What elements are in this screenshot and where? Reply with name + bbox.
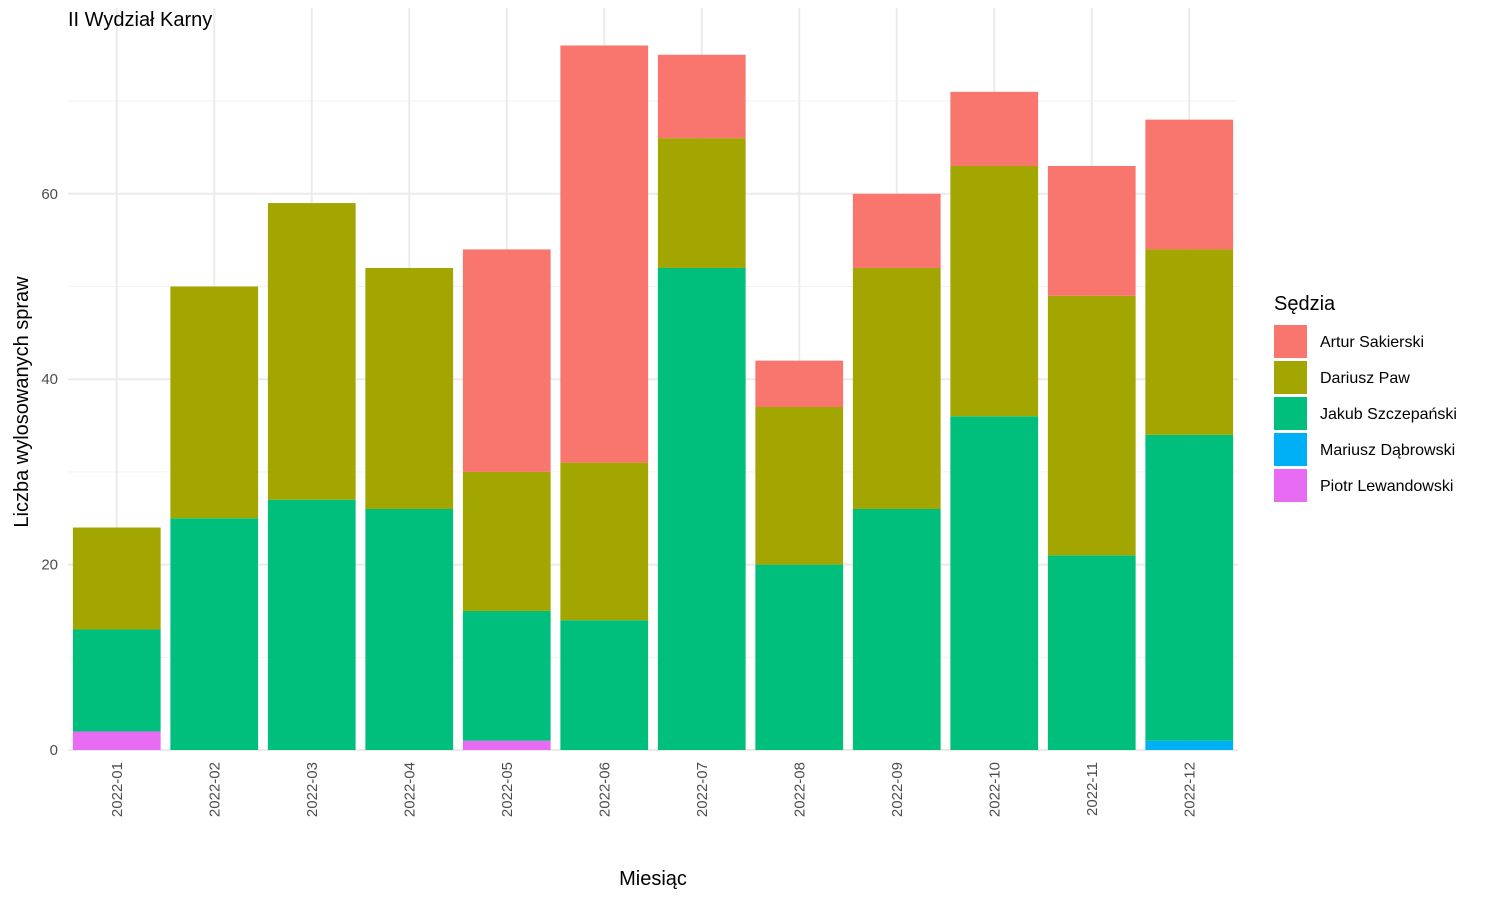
legend-swatch — [1274, 397, 1307, 430]
x-tick-label: 2022-04 — [401, 762, 418, 817]
bar-segment — [950, 165, 1039, 417]
bar-segment — [950, 91, 1039, 166]
x-tick-label: 2022-06 — [596, 762, 613, 817]
legend-swatch — [1274, 469, 1307, 502]
legend-label: Mariusz Dąbrowski — [1320, 442, 1455, 459]
bar-segment — [462, 249, 551, 472]
x-tick-label: 2022-09 — [889, 762, 906, 817]
bar-segment — [462, 610, 551, 741]
x-tick-label: 2022-05 — [499, 762, 516, 817]
bar-segment — [462, 740, 551, 750]
x-tick-label: 2022-07 — [694, 762, 711, 817]
bar-segment — [657, 267, 746, 750]
y-axis-ticks: 0 20 40 60 — [41, 186, 58, 759]
x-tick-label: 2022-11 — [1084, 762, 1101, 816]
legend-title: Sędzia — [1274, 293, 1336, 315]
bar-segment — [1047, 165, 1136, 296]
x-tick-label: 2022-02 — [206, 762, 223, 817]
bar-segment — [1047, 555, 1136, 750]
bar-segment — [755, 360, 844, 408]
x-axis-ticks: 2022-01 2022-02 2022-03 2022-04 2022-05 2022-… — [109, 762, 1199, 817]
x-tick-label: 2022-01 — [109, 762, 126, 817]
legend-swatch — [1274, 325, 1307, 358]
y-tick-label: 40 — [41, 371, 58, 388]
legend-label: Artur Sakierski — [1320, 334, 1424, 351]
bar-segment — [755, 564, 844, 750]
legend-swatch — [1274, 361, 1307, 394]
y-tick-label: 0 — [50, 742, 58, 759]
bar-segment — [950, 416, 1039, 750]
x-tick-label: 2022-10 — [986, 762, 1003, 817]
bar-segment — [755, 407, 844, 565]
legend-label: Jakub Szczepański — [1320, 406, 1457, 423]
bar-segment — [72, 731, 161, 750]
bar-segment — [72, 527, 161, 630]
bar-segment — [560, 620, 649, 750]
bar-segment — [365, 508, 454, 750]
bar-segment — [1145, 434, 1234, 741]
y-tick-label: 20 — [41, 557, 58, 574]
bar-segment — [170, 286, 259, 519]
bar-segment — [267, 499, 356, 750]
bar-segment — [852, 193, 941, 268]
legend-swatch — [1274, 433, 1307, 466]
bar-segment — [1145, 119, 1234, 250]
bar-segment — [267, 203, 356, 500]
bar-segment — [170, 518, 259, 750]
bar-segment — [560, 45, 649, 463]
bar-segment — [657, 54, 746, 139]
bars — [72, 45, 1234, 750]
x-tick-label: 2022-08 — [791, 762, 808, 817]
y-axis-title: Liczba wylosowanych spraw — [11, 276, 33, 528]
bar-segment — [1047, 295, 1136, 556]
legend-label: Dariusz Paw — [1320, 370, 1410, 387]
bar-segment — [852, 267, 941, 509]
bar-segment — [72, 629, 161, 732]
y-tick-label: 60 — [41, 186, 58, 203]
chart-title: II Wydział Karny — [68, 9, 212, 31]
legend: Sędzia Artur Sakierski Dariusz Paw Jakub S… — [1274, 293, 1457, 502]
bar-segment — [462, 471, 551, 611]
bar-segment — [1145, 740, 1234, 750]
bar-segment — [1145, 249, 1234, 435]
bar-segment — [657, 138, 746, 268]
bar-segment — [365, 267, 454, 509]
bar-segment — [560, 462, 649, 621]
bar-segment — [852, 508, 941, 750]
x-tick-label: 2022-03 — [304, 762, 321, 817]
x-tick-label: 2022-12 — [1181, 762, 1198, 817]
x-axis-title: Miesiąc — [619, 868, 687, 890]
legend-label: Piotr Lewandowski — [1320, 478, 1453, 495]
